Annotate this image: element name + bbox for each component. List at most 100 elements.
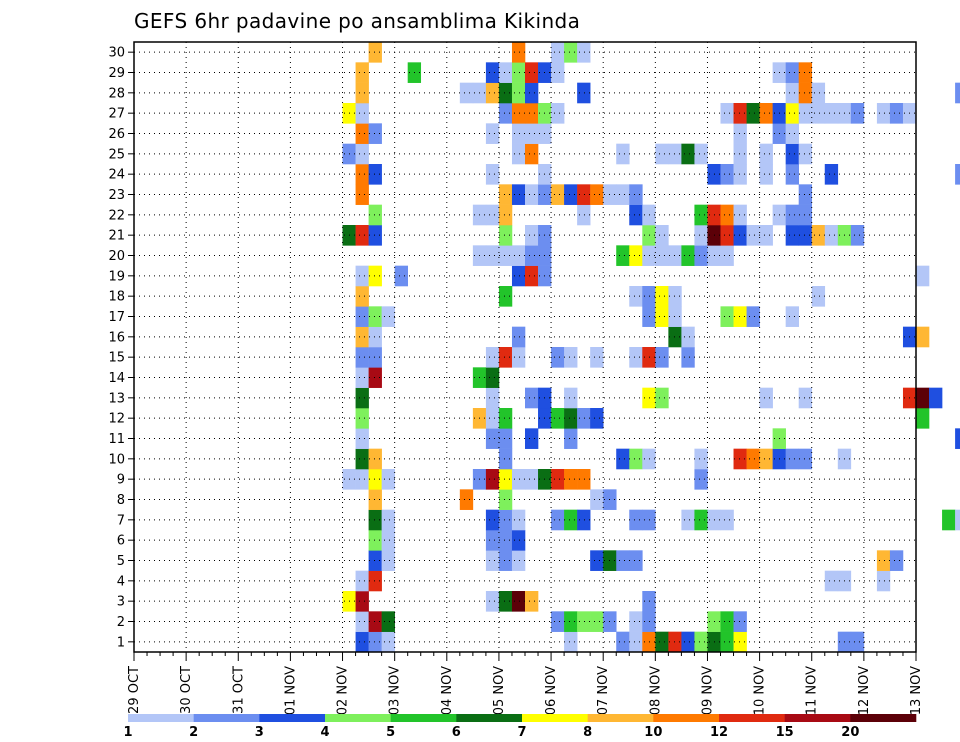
y-tick-label: 26 (108, 127, 125, 142)
heatmap-cell (642, 591, 656, 612)
heatmap-cell (381, 530, 395, 551)
x-tick-label: 12 NOV (857, 666, 872, 715)
heatmap-cell (498, 204, 513, 226)
heatmap-cell (759, 448, 773, 470)
heatmap-cell (368, 123, 382, 144)
heatmap-cell (733, 225, 747, 246)
legend-label: 10 (644, 725, 662, 740)
heatmap-cell (511, 184, 526, 205)
heatmap-cell (485, 347, 500, 368)
heatmap-cell (655, 225, 669, 246)
heatmap-cell (655, 306, 669, 327)
heatmap-cell (368, 265, 382, 287)
heatmap-cell (381, 550, 395, 571)
heatmap-cell (694, 448, 708, 470)
y-tick-label: 15 (108, 351, 125, 366)
heatmap-cell (498, 286, 513, 307)
heatmap-cell (629, 550, 643, 571)
heatmap-cell (876, 570, 891, 592)
heatmap-cell (681, 347, 695, 368)
heatmap-cell (642, 306, 656, 327)
heatmap-cell (368, 469, 382, 490)
heatmap-cell (720, 164, 734, 185)
heatmap-cell (616, 184, 630, 205)
heatmap-cell (642, 611, 656, 632)
y-tick-label: 8 (117, 493, 125, 508)
heatmap-cell (876, 103, 891, 124)
heatmap-cell (355, 286, 369, 307)
heatmap-cell (642, 225, 656, 246)
legend-swatch (587, 714, 654, 722)
heatmap-cell (525, 82, 539, 104)
heatmap-cell (955, 164, 960, 185)
legend-label: 20 (841, 725, 859, 740)
heatmap-cell (746, 306, 760, 327)
heatmap-cell (616, 245, 630, 266)
heatmap-cell (498, 489, 513, 510)
y-tick-label: 23 (108, 188, 125, 203)
heatmap-cell (668, 143, 682, 165)
heatmap-cell (511, 591, 526, 612)
heatmap-cell (498, 103, 513, 124)
heatmap-cell (355, 387, 369, 409)
heatmap-cell (916, 408, 930, 429)
heatmap-cell (511, 42, 526, 63)
heatmap-cell (485, 82, 500, 104)
heatmap-cell (368, 489, 382, 510)
heatmap-cell (564, 408, 578, 429)
heatmap-cell (798, 103, 813, 124)
heatmap-cell (498, 347, 513, 368)
y-tick-label: 11 (108, 432, 125, 447)
heatmap-cell (525, 225, 539, 246)
heatmap-cell (681, 509, 695, 531)
heatmap-cell (355, 347, 369, 368)
y-tick-label: 25 (108, 147, 125, 162)
heatmap-cell (577, 509, 591, 531)
heatmap-cell (942, 509, 956, 531)
heatmap-cell (590, 489, 604, 510)
heatmap-cell (355, 469, 369, 490)
heatmap-cell (746, 225, 760, 246)
heatmap-cell (551, 62, 565, 83)
heatmap-cell (525, 62, 539, 83)
heatmap-cell (498, 184, 513, 205)
heatmap-cell (485, 387, 500, 409)
heatmap-cell (694, 509, 708, 531)
heatmap-cell (498, 82, 513, 104)
legend-label: 3 (255, 725, 264, 740)
heatmap-cell (498, 469, 513, 490)
legend-swatch (325, 714, 391, 722)
y-tick-label: 18 (108, 290, 125, 305)
heatmap-cell (564, 611, 578, 632)
y-tick-label: 24 (108, 168, 125, 183)
x-tick-label: 04 NOV (440, 666, 455, 715)
x-tick-label: 06 NOV (544, 666, 559, 715)
heatmap-cell (850, 631, 865, 653)
heatmap-cell (525, 184, 539, 205)
heatmap-cell (525, 123, 539, 144)
y-tick-label: 17 (108, 310, 125, 325)
heatmap-cell (511, 469, 526, 490)
legend-label: 6 (452, 725, 461, 740)
heatmap-cell (511, 530, 526, 551)
heatmap-cell (785, 225, 799, 246)
x-tick-label: 30 OCT (179, 666, 194, 714)
heatmap-cell (785, 62, 799, 83)
heatmap-cell (720, 611, 734, 632)
y-tick-label: 4 (117, 574, 125, 589)
heatmap-cell (394, 265, 408, 287)
x-tick-label: 13 NOV (909, 666, 924, 715)
heatmap-cell (785, 143, 799, 165)
legend-label: 15 (776, 725, 794, 740)
heatmap-cell (785, 103, 799, 124)
heatmap-cell (525, 103, 539, 124)
heatmap-cell (694, 245, 708, 266)
heatmap-cell (811, 286, 826, 307)
heatmap-cell (381, 469, 395, 490)
heatmap-cell (720, 204, 734, 226)
x-tick-label: 03 NOV (388, 666, 403, 715)
y-tick-label: 2 (117, 615, 125, 630)
y-tick-label: 12 (108, 412, 125, 427)
heatmap-cell (511, 143, 526, 165)
